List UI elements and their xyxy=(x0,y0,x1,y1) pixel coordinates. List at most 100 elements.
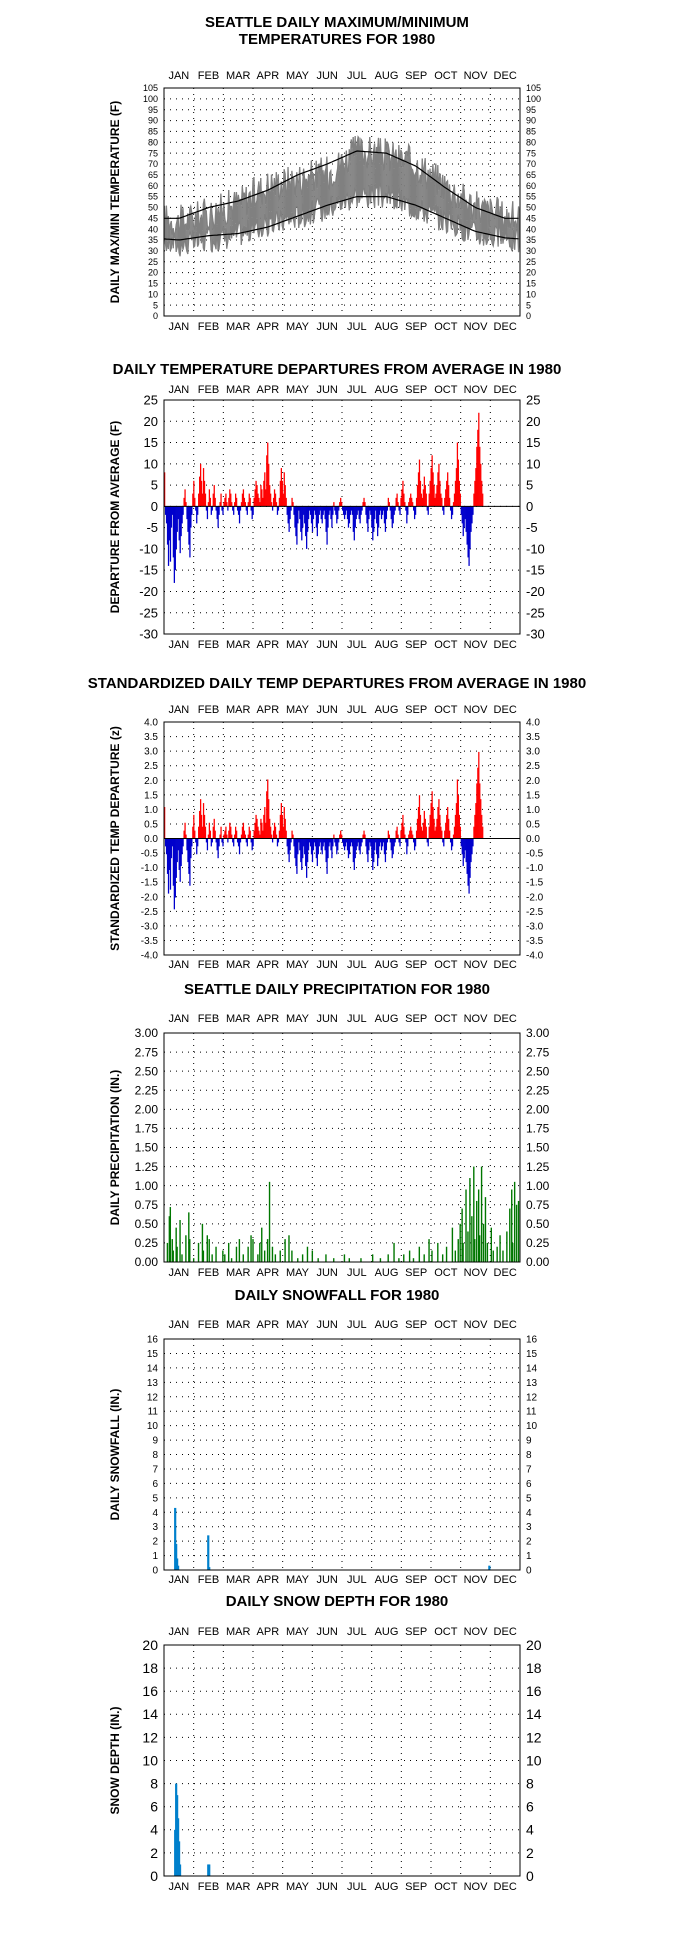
departure-bar xyxy=(250,838,252,843)
departure-bar xyxy=(443,506,445,515)
departure-bar xyxy=(169,838,172,890)
month-label-top: APR xyxy=(257,704,280,716)
departure-bar xyxy=(311,838,314,863)
plot-frame-temp xyxy=(163,87,521,317)
departure-bar xyxy=(374,506,376,520)
ytick-right-label: 100 xyxy=(526,94,541,104)
ytick-left-label: 30 xyxy=(148,246,158,256)
departure-bar xyxy=(298,506,300,511)
departure-bar xyxy=(432,807,434,839)
ytick-left-label: 11 xyxy=(148,1407,159,1418)
departure-bar xyxy=(341,502,343,507)
month-label-top: AUG xyxy=(375,70,399,82)
departure-bar xyxy=(168,838,171,870)
ytick-right-label: 4.0 xyxy=(526,718,540,729)
departure-bar xyxy=(172,506,175,558)
ytick-right-label: 1.75 xyxy=(526,1122,550,1136)
month-label-top: SEP xyxy=(405,704,427,716)
departure-bar xyxy=(436,818,438,839)
month-label-top: AUG xyxy=(375,1013,399,1025)
departure-bar xyxy=(220,493,222,507)
ytick-left-label: 2 xyxy=(150,1845,158,1861)
departure-bar xyxy=(469,506,471,549)
departure-bar xyxy=(313,506,316,511)
ytick-left-label: 5 xyxy=(151,478,158,493)
departure-bar xyxy=(309,838,312,847)
month-label-top: OCT xyxy=(434,70,458,82)
month-label-top: NOV xyxy=(464,1013,489,1025)
month-label-bottom: JUL xyxy=(347,1881,367,1893)
departure-bar xyxy=(325,506,327,532)
departure-bar xyxy=(211,838,213,843)
month-label-bottom: JAN xyxy=(168,1881,189,1893)
departure-bar xyxy=(351,838,353,847)
ytick-left-label: 10 xyxy=(144,456,158,471)
ytick-left-label: 10 xyxy=(147,1421,159,1432)
month-label-top: SEP xyxy=(405,384,427,396)
month-label-top: JAN xyxy=(168,1013,189,1025)
month-label-bottom: JUN xyxy=(316,1267,337,1279)
departure-bar xyxy=(378,838,381,847)
month-label-top: AUG xyxy=(375,704,399,716)
y-axis-title-dep: DEPARTURE FROM AVERAGE (F) xyxy=(108,421,122,613)
departure-bar xyxy=(402,814,404,839)
departure-bar xyxy=(406,506,408,524)
departure-bar xyxy=(438,463,440,507)
departure-bar xyxy=(179,838,181,882)
ytick-left-label: 15 xyxy=(148,279,158,289)
month-label-top: JUN xyxy=(316,70,337,82)
departure-bar xyxy=(389,838,391,843)
departure-bar xyxy=(268,799,270,839)
departure-bar xyxy=(277,506,280,511)
departure-bar xyxy=(262,497,264,507)
departure-bar xyxy=(373,838,375,863)
departure-bar xyxy=(335,838,337,847)
departure-bar xyxy=(338,838,340,843)
month-label-top: OCT xyxy=(434,704,458,716)
month-label-bottom: JUN xyxy=(316,959,337,971)
departure-bar xyxy=(463,838,465,859)
ytick-left-label: 70 xyxy=(148,159,158,169)
departure-bar xyxy=(421,830,424,839)
departure-bar xyxy=(467,838,469,886)
ytick-right-label: 16 xyxy=(526,1683,542,1699)
ytick-right-label: -2.0 xyxy=(526,892,544,903)
departure-bar xyxy=(248,493,250,507)
departure-bar xyxy=(198,493,200,507)
departure-bar xyxy=(364,834,366,839)
departure-bar xyxy=(432,472,434,507)
departure-bar xyxy=(411,830,413,839)
departure-bar xyxy=(302,506,304,528)
departure-bar xyxy=(310,838,313,855)
departure-bar xyxy=(333,502,335,507)
departure-bar xyxy=(381,838,384,847)
departure-bar xyxy=(197,838,199,847)
departure-bar xyxy=(205,838,208,843)
ytick-right-label: 50 xyxy=(526,203,536,213)
ytick-left-label: 20 xyxy=(142,1637,158,1653)
month-label-bottom: OCT xyxy=(434,321,458,333)
departure-bar xyxy=(253,497,255,507)
departure-bar xyxy=(206,838,209,851)
ytick-left-label: 6 xyxy=(152,1479,158,1490)
departure-bar xyxy=(395,497,397,507)
ytick-right-label: 11 xyxy=(526,1407,537,1418)
departure-bar xyxy=(326,506,328,545)
y-axis-title-std: STANDARDIZED TEMP DEPARTURE (z) xyxy=(108,726,122,951)
departure-bar xyxy=(228,497,230,507)
ytick-left-label: 20 xyxy=(148,268,158,278)
ytick-left-label: 0 xyxy=(151,499,158,514)
ytick-left-label: 0.50 xyxy=(135,1217,159,1231)
departure-bar xyxy=(230,826,232,839)
ytick-right-label: 0.00 xyxy=(526,1255,550,1269)
departure-bar xyxy=(275,502,278,507)
departure-bar xyxy=(325,838,327,863)
departure-bar xyxy=(434,497,436,507)
departure-bar xyxy=(464,838,466,851)
departure-bar xyxy=(478,751,480,839)
departure-bar xyxy=(443,838,445,847)
ytick-right-label: 10 xyxy=(526,289,536,299)
departure-bar xyxy=(282,493,284,507)
departure-bar xyxy=(315,506,318,528)
ytick-right-label: -3.5 xyxy=(526,936,544,947)
